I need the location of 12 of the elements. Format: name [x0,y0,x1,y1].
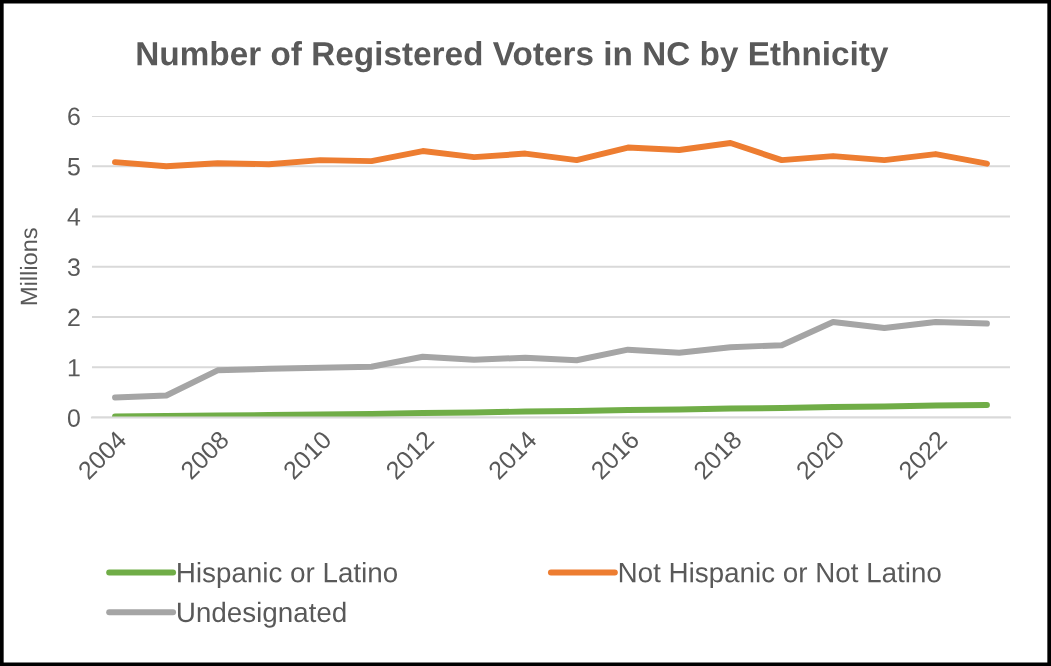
y-tick-label: 0 [67,409,80,427]
y-tick-label: 2 [68,308,80,327]
y-tick-label: 6 [68,107,80,126]
chart-title: Number of Registered Voters in NC by Ethnicity [137,41,889,73]
y-tick-label: 3 [67,258,80,277]
legend-label: Undesignated [177,601,346,628]
y-tick-label: 1 [68,359,80,377]
y-tick-label: 4 [67,208,81,226]
y-axis-title: Millions [19,228,38,305]
legend-label: Not Hispanic or Not Latino [619,562,941,588]
legend-label: Hispanic or Latino [178,562,398,588]
y-tick-label: 5 [67,158,80,176]
